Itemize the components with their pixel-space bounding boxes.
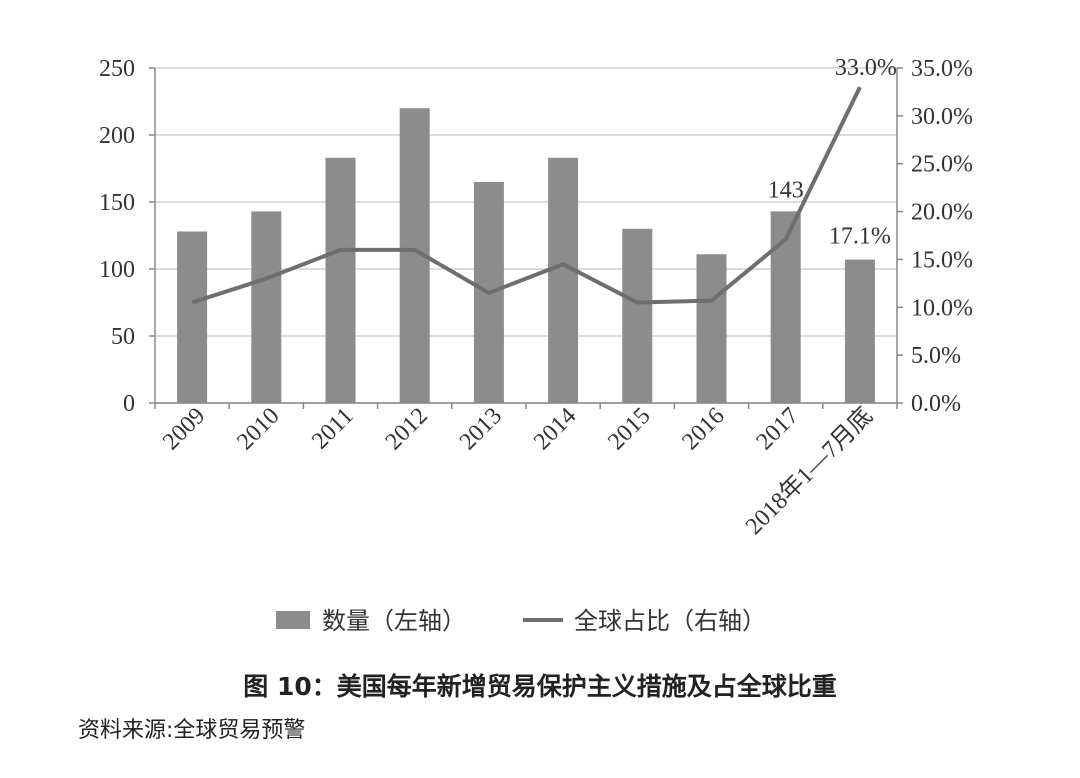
data-label: 33.0% — [835, 55, 897, 81]
bar-series — [177, 108, 875, 403]
legend-line-label: 全球占比（右轴） — [574, 607, 766, 635]
legend: 数量（左轴） 全球占比（右轴） — [276, 607, 766, 635]
bar-2015 — [622, 228, 653, 403]
right-tick-label: 15.0% — [911, 247, 973, 273]
left-tick-label: 50 — [111, 324, 135, 350]
right-tick-label: 20.0% — [911, 200, 973, 226]
bar-2016 — [696, 254, 727, 403]
left-tick-label: 200 — [99, 123, 135, 149]
bar-2018年1—7月底 — [844, 259, 875, 403]
legend-bar-label: 数量（左轴） — [322, 607, 466, 635]
data-label: 17.1% — [829, 224, 891, 250]
right-tick-label: 0.0% — [911, 391, 961, 417]
right-tick-label: 35.0% — [911, 56, 973, 82]
chart: 0 50 100 150 200 250 0.0% 5.0% 10.0% 15.0% 20.0% 2… — [99, 55, 973, 635]
x-tick-label: 2012 — [381, 403, 433, 455]
bar-2009 — [177, 231, 208, 403]
left-tick-label: 0 — [123, 391, 135, 417]
x-tick-label: 2010 — [232, 403, 284, 455]
left-tick-label: 250 — [99, 56, 135, 82]
right-tick-label: 25.0% — [911, 152, 973, 178]
legend-bar-swatch — [276, 611, 310, 629]
right-axis-ticks: 0.0% 5.0% 10.0% 15.0% 20.0% 25.0% 30.0% 35.0% — [897, 56, 973, 417]
figure-source: 资料来源:全球贸易预警 — [78, 718, 306, 743]
right-tick-label: 10.0% — [911, 295, 973, 321]
left-tick-label: 150 — [99, 190, 135, 216]
share-line — [191, 86, 862, 305]
left-axis-ticks: 0 50 100 150 200 250 — [99, 56, 155, 417]
x-tick-label: 2016 — [677, 403, 729, 455]
annotations: 143 17.1% 33.0% — [768, 55, 897, 249]
bar-2011 — [325, 157, 356, 403]
x-tick-label: 2009 — [158, 403, 210, 455]
x-tick-label: 2011 — [307, 403, 359, 455]
right-tick-label: 30.0% — [911, 104, 973, 130]
left-tick-label: 100 — [99, 257, 135, 283]
figure-title: 图 10：美国每年新增贸易保护主义措施及占全球比重 — [243, 672, 837, 701]
x-tick-label: 2014 — [529, 403, 581, 455]
bar-2010 — [251, 211, 282, 403]
right-tick-label: 5.0% — [911, 343, 961, 369]
bar-2014 — [548, 157, 579, 403]
data-label: 143 — [768, 177, 804, 203]
x-tick-label: 2015 — [603, 403, 655, 455]
x-tick-label: 2013 — [455, 403, 507, 455]
line-series — [191, 86, 862, 305]
x-axis-ticks: 2009 2010 2011 2012 2013 2014 2015 2016 20172018… — [158, 402, 878, 540]
x-tick-label: 2018年1—7月底 — [740, 402, 878, 540]
axes — [154, 68, 898, 409]
bar-2017 — [770, 211, 801, 403]
x-tick-label: 2017 — [752, 403, 804, 455]
